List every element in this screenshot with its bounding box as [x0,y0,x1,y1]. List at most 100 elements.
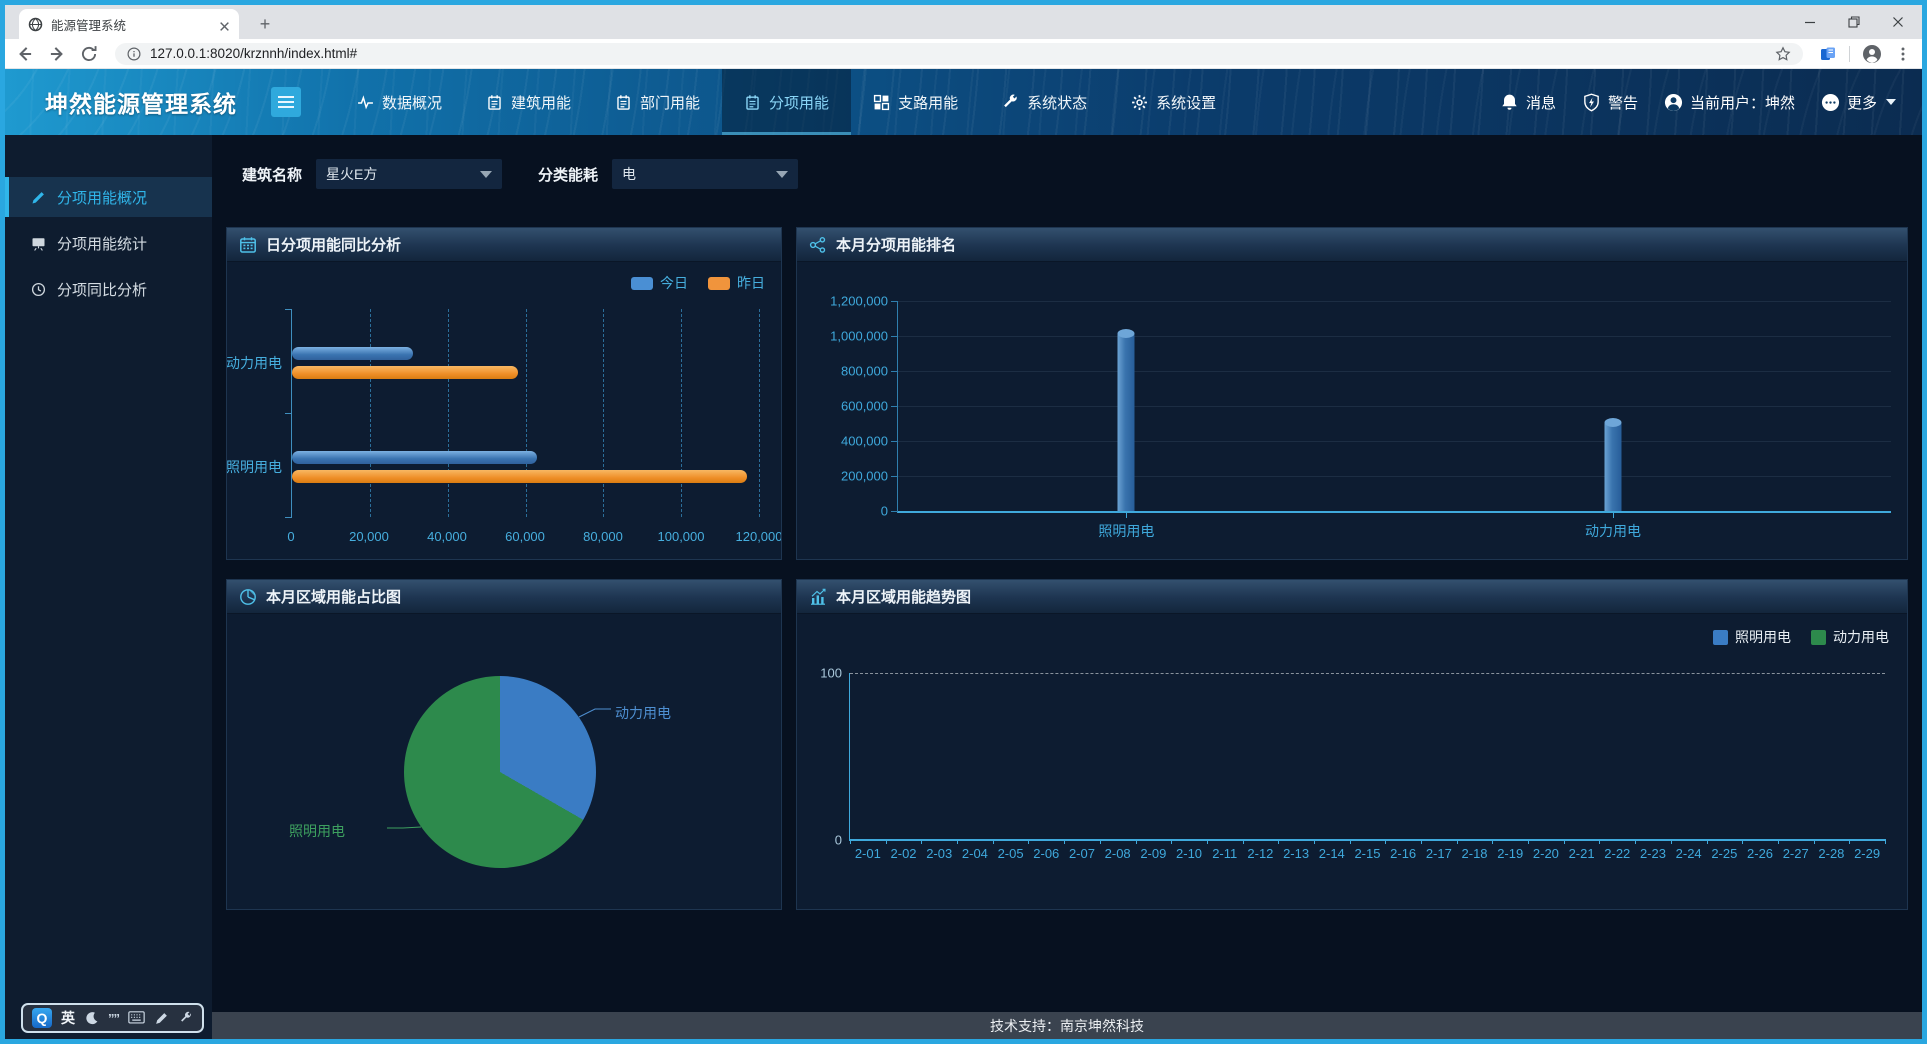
x-tick-label: 2-21 [1568,846,1595,861]
x-tick-label: 2-13 [1283,846,1310,861]
reload-icon[interactable] [79,44,99,64]
axis-tick [891,476,898,477]
x-tick-label: 2-19 [1497,846,1524,861]
legend-item[interactable]: 今日 [631,273,688,293]
axis-tick [1612,513,1614,518]
gridline-100 [850,673,1885,674]
bar [292,366,518,380]
ime-language-toggle[interactable]: 英 [61,1010,75,1026]
building-name-select[interactable]: 星火E方 [316,159,503,189]
browser-menu-icon[interactable] [1894,45,1912,63]
nav-item-label: 分项用能 [769,94,830,112]
browser-tab[interactable]: 能源管理系统 [19,9,239,39]
nav-item-system-settings[interactable]: 系统设置 [1109,69,1238,135]
panel-title: 日分项用能同比分析 [266,237,402,254]
x-tick-label: 2-05 [997,846,1024,861]
legend-label: 照明用电 [1735,629,1791,645]
more-menu-button[interactable]: 更多 [1821,92,1896,113]
axis-tick [1563,839,1565,844]
trend-chart-icon [809,588,827,606]
nav-item-branch-energy[interactable]: 支路用能 [851,69,980,135]
clock-icon [31,282,46,297]
pie-slice-label: 照明用电 [289,823,345,839]
new-tab-button[interactable]: + [259,13,271,34]
grid-line [759,309,760,517]
sidebar-item-label: 分项同比分析 [57,281,148,299]
axis-tick [891,406,898,407]
grid-line [369,309,371,517]
messages-button[interactable]: 消息 [1500,92,1556,113]
moon-icon[interactable] [84,1011,99,1026]
x-tick-label: 40,000 [427,529,467,544]
app-title: 坤然能源管理系统 [45,91,237,117]
chevron-down-icon [776,170,789,178]
nav-item-department-energy[interactable]: 部门用能 [593,69,722,135]
nav-item-building-energy[interactable]: 建筑用能 [464,69,593,135]
bookmark-star-icon[interactable] [1775,45,1791,62]
current-user-button[interactable]: 当前用户：坤然 [1664,92,1795,113]
nav-item-label: 数据概况 [382,94,443,112]
back-icon[interactable] [15,44,35,64]
keyboard-icon[interactable] [128,1011,145,1026]
site-info-icon[interactable] [127,46,141,61]
legend-item[interactable]: 昨日 [708,273,765,293]
legend-swatch [631,276,653,290]
window-restore-button[interactable] [1832,5,1876,39]
ime-logo-icon[interactable]: Q [32,1008,52,1028]
y-tick-label: 0 [880,503,888,519]
grid-line [898,440,1891,442]
menu-toggle-icon[interactable] [271,87,301,117]
x-tick-label: 2-12 [1247,846,1274,861]
browser-profile-avatar[interactable] [1862,44,1882,64]
sidebar-item-subitem-overview[interactable]: 分项用能概况 [5,177,212,217]
window-minimize-button[interactable] [1788,5,1832,39]
building-name-value: 星火E方 [326,166,378,182]
wrench-icon[interactable] [178,1011,193,1026]
nav-item-data-overview[interactable]: 数据概况 [335,69,464,135]
grid-line [681,309,683,517]
nav-item-system-status[interactable]: 系统状态 [980,69,1109,135]
punctuation-toggle[interactable]: ”” [108,1010,120,1026]
handwriting-icon[interactable] [154,1011,169,1026]
axis-tick [285,517,292,518]
y-tick-label: 1,200,000 [830,293,888,309]
legend-label: 今日 [660,275,688,291]
sidebar-item-subitem-yoy-analysis[interactable]: 分项同比分析 [5,269,212,309]
ellipsis-icon [1821,93,1840,112]
tab-close-icon[interactable] [219,19,230,31]
notebook-icon [486,94,503,111]
alerts-button[interactable]: 警告 [1582,92,1638,113]
y-tick-label: 0 [834,832,842,848]
address-bar[interactable]: 127.0.0.1:8020/krznnh/index.html# [115,42,1803,65]
axis-tick [1635,839,1637,844]
url-text[interactable]: 127.0.0.1:8020/krznnh/index.html# [150,46,358,61]
bar [292,470,748,484]
energy-type-label: 分类能耗 [538,166,599,184]
energy-type-select[interactable]: 电 [612,159,799,189]
axis-tick [885,839,887,844]
favicon-globe-icon [28,17,43,32]
legend-swatch [1713,629,1728,645]
extension-icon[interactable] [1819,45,1837,63]
pie-chart-icon [239,588,257,606]
x-tick-label: 2-06 [1033,846,1060,861]
grid-line [898,406,1891,407]
nav-item-subitem-energy[interactable]: 分项用能 [722,69,852,135]
sidebar-item-label: 分项用能统计 [57,235,148,253]
filter-bar: 建筑名称 星火E方 分类能耗 电 [242,159,820,189]
legend-item[interactable]: 照明用电 [1713,627,1791,647]
window-close-button[interactable] [1876,5,1920,39]
x-tick-label: 2-25 [1711,846,1738,861]
bar [1604,417,1622,511]
axis-tick [1849,839,1851,844]
ime-toolbar: Q 英 ”” [21,1003,204,1033]
axis-tick [891,440,898,442]
sidebar-item-subitem-statistics[interactable]: 分项用能统计 [5,223,212,263]
legend-item[interactable]: 动力用电 [1811,627,1889,647]
main-content: 建筑名称 星火E方 分类能耗 电 日分项用能同比分析 今日 昨日 [212,135,1922,1039]
pie-chart [404,676,596,868]
grid-line [898,370,1891,372]
grid-line [447,309,449,517]
forward-icon[interactable] [47,44,67,64]
tab-title: 能源管理系统 [51,18,127,33]
